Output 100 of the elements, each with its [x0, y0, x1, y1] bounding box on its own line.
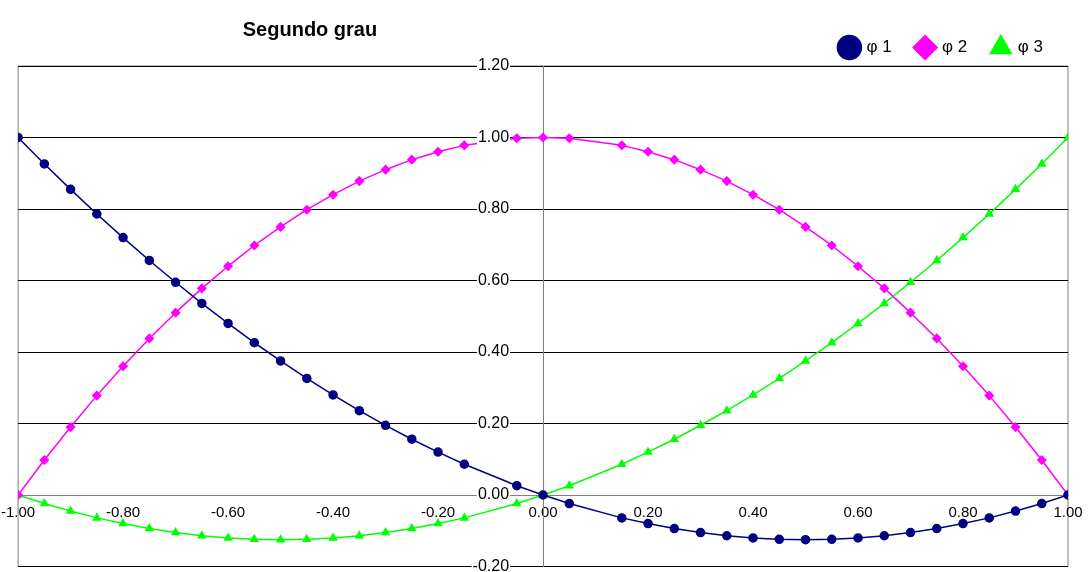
point: [538, 132, 548, 143]
point: [643, 147, 653, 157]
point: [223, 533, 233, 541]
x-tick-label: 0.20: [633, 503, 663, 521]
point: [39, 455, 50, 465]
x-tick-label: 0.40: [738, 503, 768, 521]
point: [460, 513, 469, 521]
y-tick-label: 0.60: [477, 270, 510, 288]
point: [433, 147, 443, 157]
point: [459, 459, 470, 470]
y-tick-label: 0.00: [477, 485, 510, 503]
point: [40, 498, 49, 507]
point: [985, 209, 994, 217]
point: [250, 534, 259, 543]
point: [118, 232, 128, 243]
x-tick-label: 0.00: [528, 503, 558, 521]
point: [958, 518, 968, 529]
point: [748, 390, 758, 398]
point: [65, 422, 76, 432]
point: [276, 534, 285, 543]
point: [407, 523, 417, 532]
point: [879, 531, 890, 541]
point: [879, 283, 890, 294]
point: [512, 480, 522, 491]
point: [800, 534, 811, 545]
point: [92, 513, 102, 521]
point: [433, 518, 443, 527]
x-tick-label: -0.20: [420, 503, 456, 521]
point: [275, 222, 286, 232]
point: [906, 277, 915, 286]
x-tick-label: -0.40: [315, 503, 351, 521]
point: [512, 133, 522, 143]
point: [275, 356, 286, 366]
x-tick-label: 0.60: [843, 503, 873, 521]
point: [722, 531, 732, 541]
point: [249, 240, 260, 251]
point: [328, 189, 338, 200]
point: [617, 459, 626, 468]
point: [905, 307, 916, 318]
point: [249, 337, 260, 348]
point: [144, 333, 155, 344]
point: [617, 140, 627, 151]
point: [380, 164, 391, 175]
point: [407, 154, 417, 165]
point: [564, 498, 575, 509]
point: [145, 523, 154, 532]
point: [144, 255, 155, 266]
point: [197, 283, 207, 294]
y-tick-label: 1.00: [477, 127, 510, 145]
point: [565, 480, 574, 489]
point: [118, 361, 128, 372]
point: [512, 498, 522, 507]
x-tick-label: 0.80: [948, 503, 978, 521]
point: [92, 390, 102, 401]
point: [1037, 498, 1047, 509]
point: [328, 533, 338, 541]
legend-label: φ 2: [942, 37, 968, 57]
point: [695, 164, 706, 175]
point: [381, 527, 390, 536]
x-tick-label: -0.80: [105, 503, 141, 521]
point: [827, 240, 837, 251]
chart-title: Segundo grau: [241, 18, 379, 41]
point: [905, 527, 916, 538]
point: [302, 204, 312, 215]
point: [355, 531, 364, 539]
point: [880, 298, 889, 307]
point: [302, 534, 312, 543]
point: [1010, 422, 1021, 432]
point: [1037, 455, 1047, 465]
point: [354, 176, 365, 186]
point: [223, 318, 233, 329]
point: [1037, 159, 1046, 167]
point: [643, 518, 653, 529]
y-tick-label: 0.40: [477, 342, 510, 360]
point: [1011, 184, 1020, 193]
x-tick-label: -1.00: [0, 503, 36, 521]
point: [39, 159, 50, 169]
point: [92, 209, 102, 219]
point: [748, 533, 758, 543]
y-tick-label: -0.20: [472, 556, 510, 572]
point: [800, 222, 811, 232]
point: [984, 513, 995, 523]
point: [670, 434, 679, 442]
point: [696, 420, 705, 429]
point: [958, 361, 968, 372]
point: [827, 534, 837, 545]
point: [65, 184, 76, 195]
point: [354, 405, 365, 416]
point: [433, 447, 443, 457]
point: [932, 255, 941, 264]
point: [722, 176, 732, 186]
point: [669, 523, 680, 534]
point: [853, 261, 863, 271]
point: [302, 373, 312, 384]
point: [170, 307, 181, 318]
point: [564, 133, 575, 143]
point: [853, 533, 863, 543]
x-tick-label: 1.00: [1053, 503, 1083, 521]
y-tick-label: 0.20: [477, 413, 510, 431]
point: [801, 356, 810, 364]
